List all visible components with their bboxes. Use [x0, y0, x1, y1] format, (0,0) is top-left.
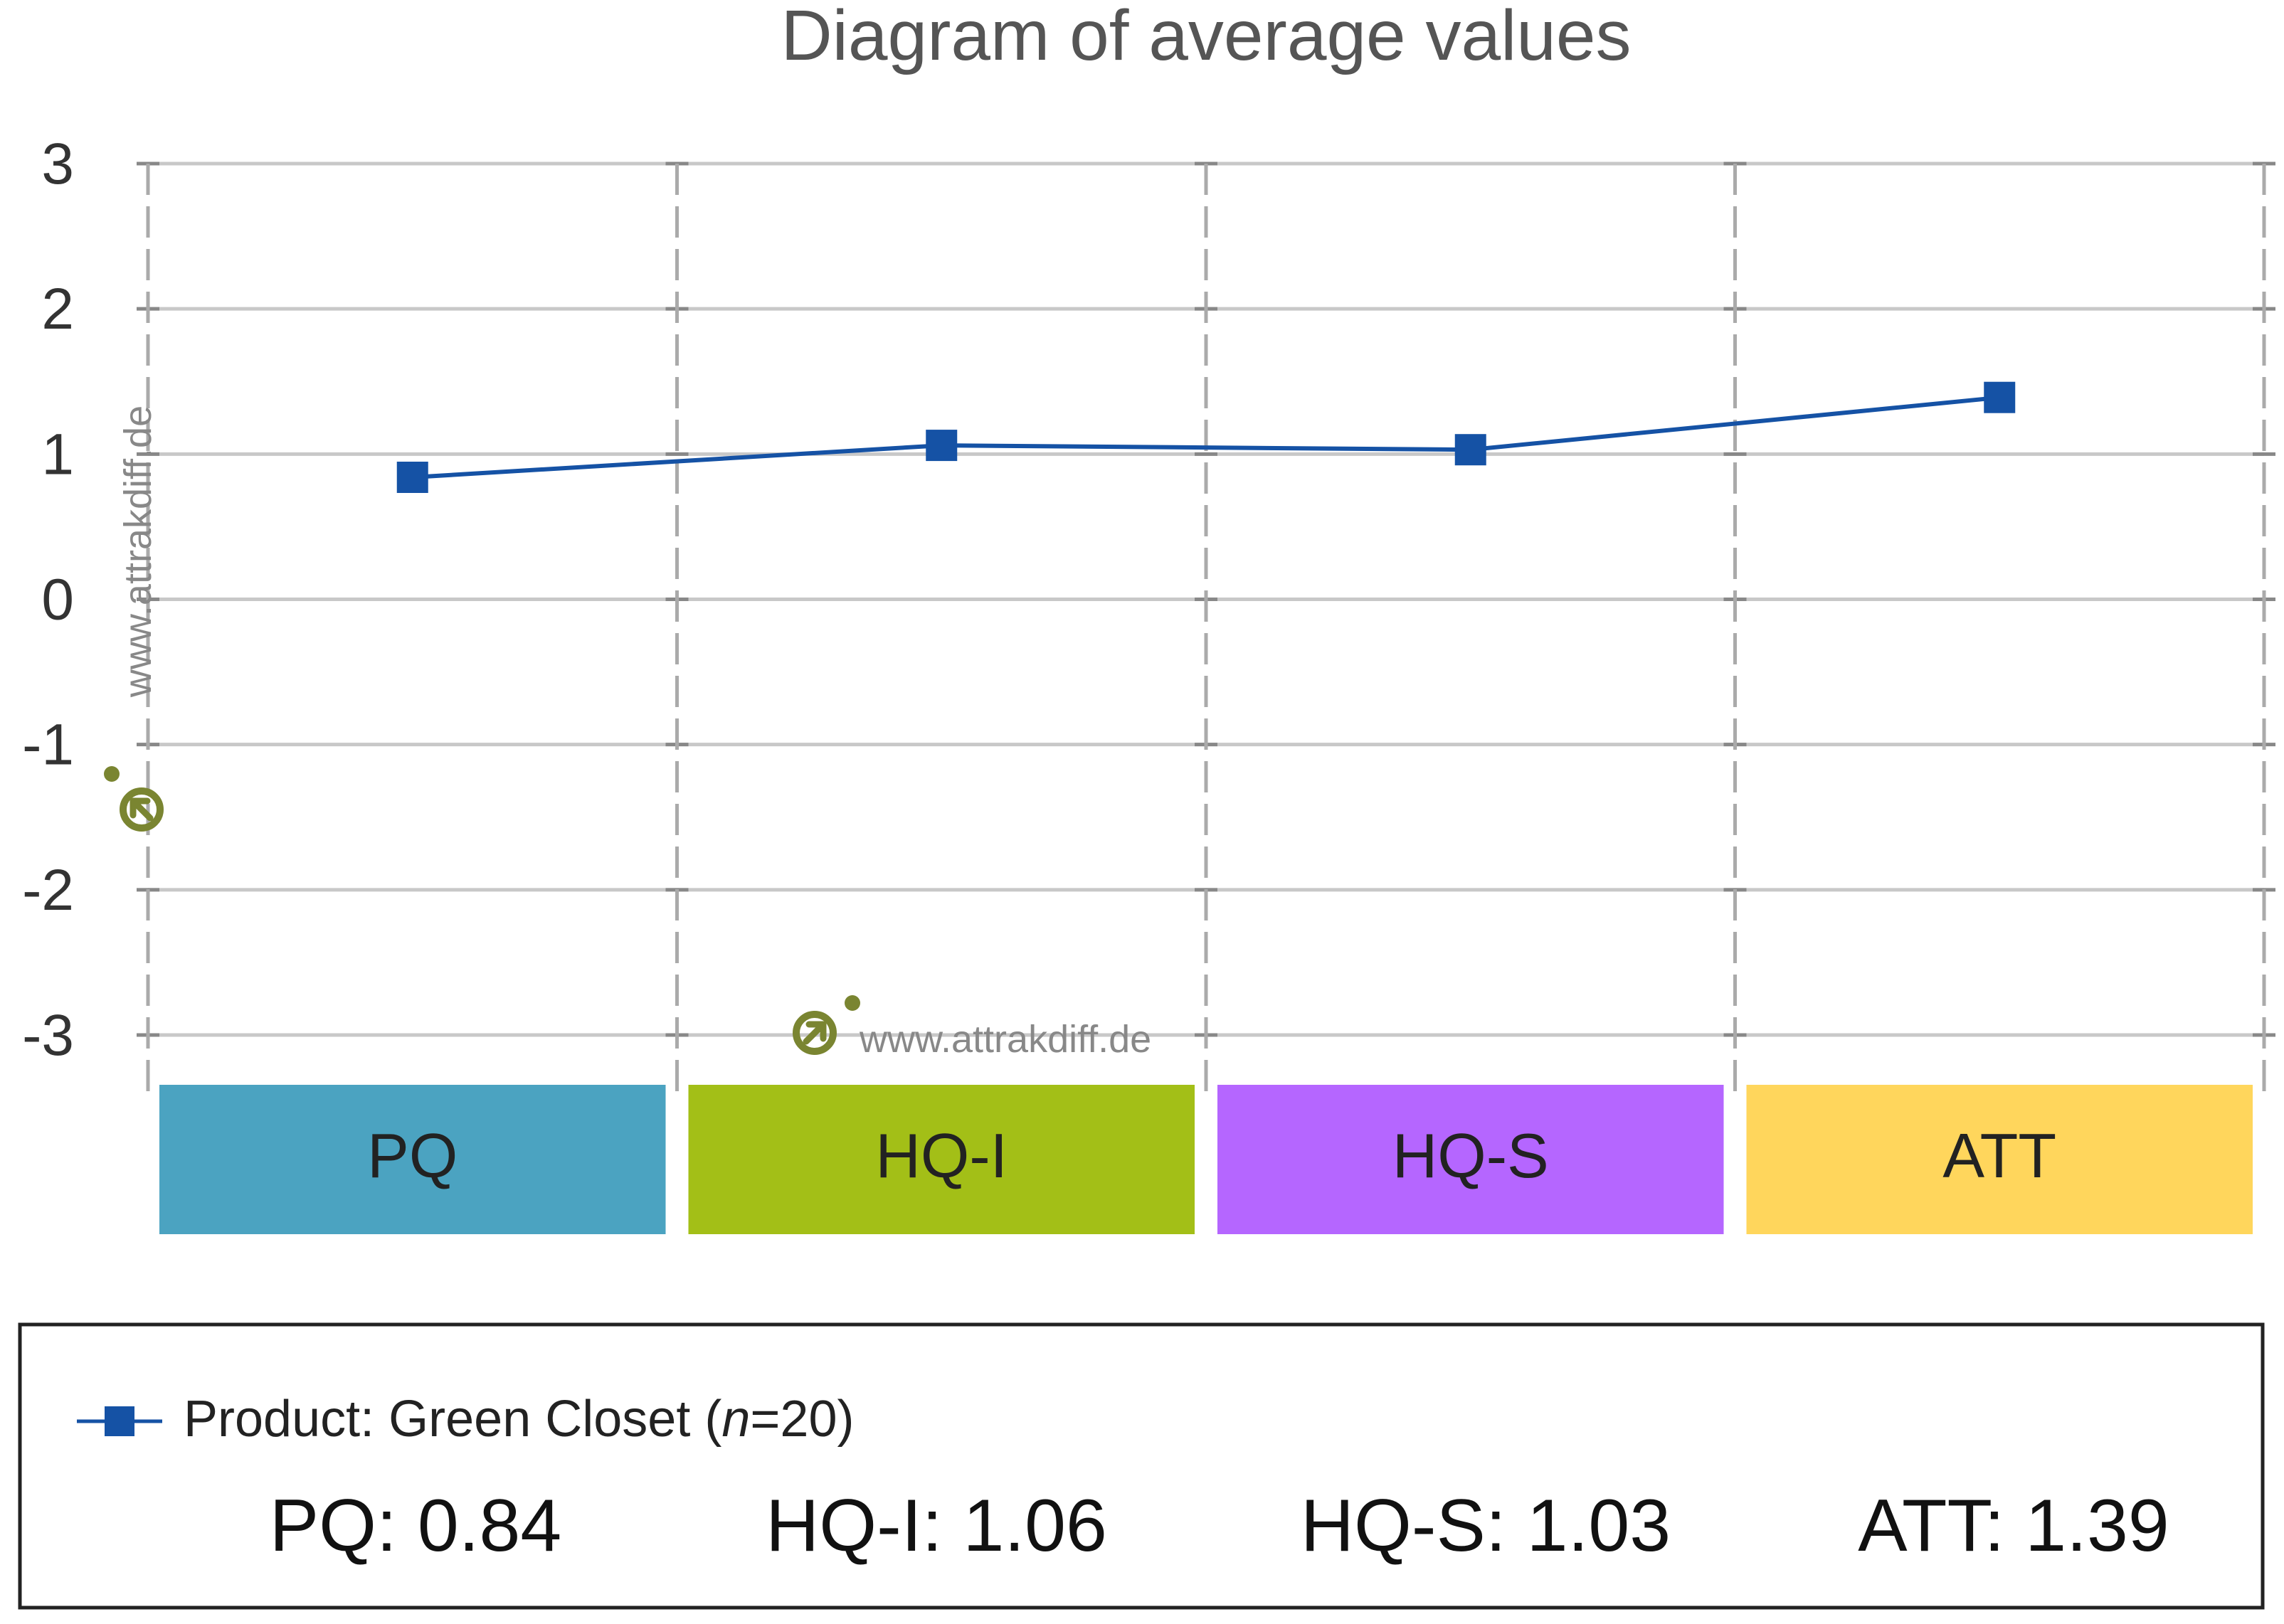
watermark-dot-horizontal	[845, 995, 860, 1011]
category-bands: PQ HQ-I HQ-S ATT	[159, 1085, 2253, 1234]
legend-series-n-label: n	[721, 1391, 750, 1448]
grid-layer	[137, 161, 2275, 1101]
summary-row: PQ: 0.84 HQ-I: 1.06 HQ-S: 1.03 ATT: 1.39	[270, 1485, 2169, 1567]
legend-series-n-close: )	[837, 1391, 855, 1448]
category-label: HQ-S	[1392, 1120, 1549, 1191]
watermark-dot-vertical	[104, 766, 120, 782]
summary-item: HQ-I: 1.06	[766, 1485, 1107, 1567]
y-tick-label: -2	[22, 858, 74, 923]
legend-series-label: Product: Green Closet (n=20)	[184, 1391, 855, 1448]
legend-frame	[18, 1322, 2265, 1610]
summary-item: PQ: 0.84	[270, 1485, 561, 1567]
category-band-att	[1746, 1085, 2253, 1234]
legend-series-n-value: 20	[780, 1391, 837, 1448]
y-tick-label: 2	[41, 277, 74, 341]
legend-series-n-equals: =	[750, 1391, 780, 1448]
legend-box: Product: Green Closet (n=20) PQ: 0.84 HQ-…	[18, 1322, 2265, 1610]
y-tick-label: -3	[22, 1003, 74, 1068]
series-layer	[396, 381, 2016, 493]
summary-item: HQ-S: 1.03	[1301, 1485, 1671, 1567]
watermark-text-vertical: www.attrakdiff.de	[117, 405, 159, 698]
watermark-text-horizontal: www.attrakdiff.de	[859, 1018, 1151, 1061]
y-tick-label: -1	[22, 713, 74, 777]
data-point-att	[1984, 381, 2016, 413]
watermark-logo-icon-horizontal	[793, 1011, 837, 1055]
y-tick-label: 0	[41, 568, 74, 632]
data-point-pq	[396, 462, 428, 493]
y-tick-label: 1	[41, 422, 74, 487]
watermark-logo-icon-vertical	[120, 787, 164, 832]
summary-item: ATT: 1.39	[1858, 1485, 2169, 1567]
category-band-hq-i	[688, 1085, 1195, 1234]
watermark-layer: www.attrakdiff.de www.attrakdiff.de	[104, 405, 1151, 1061]
category-label: HQ-I	[875, 1120, 1008, 1191]
category-band-pq	[159, 1085, 666, 1234]
series-line	[412, 395, 2000, 479]
y-tick-label: 3	[41, 132, 74, 196]
data-point-hq-s	[1454, 434, 1486, 466]
y-tick-labels: 3 2 1 0 -1 -2 -3	[22, 132, 74, 1068]
chart-title: Diagram of average values	[781, 0, 1631, 75]
category-band-hq-s	[1217, 1085, 1724, 1234]
legend-series-n-open: (	[690, 1391, 721, 1448]
legend-series-name: Product: Green Closet	[184, 1391, 690, 1448]
category-label: PQ	[367, 1120, 458, 1191]
category-label: ATT	[1942, 1120, 2056, 1191]
data-point-hq-i	[926, 430, 958, 462]
legend-series-marker	[105, 1406, 134, 1436]
